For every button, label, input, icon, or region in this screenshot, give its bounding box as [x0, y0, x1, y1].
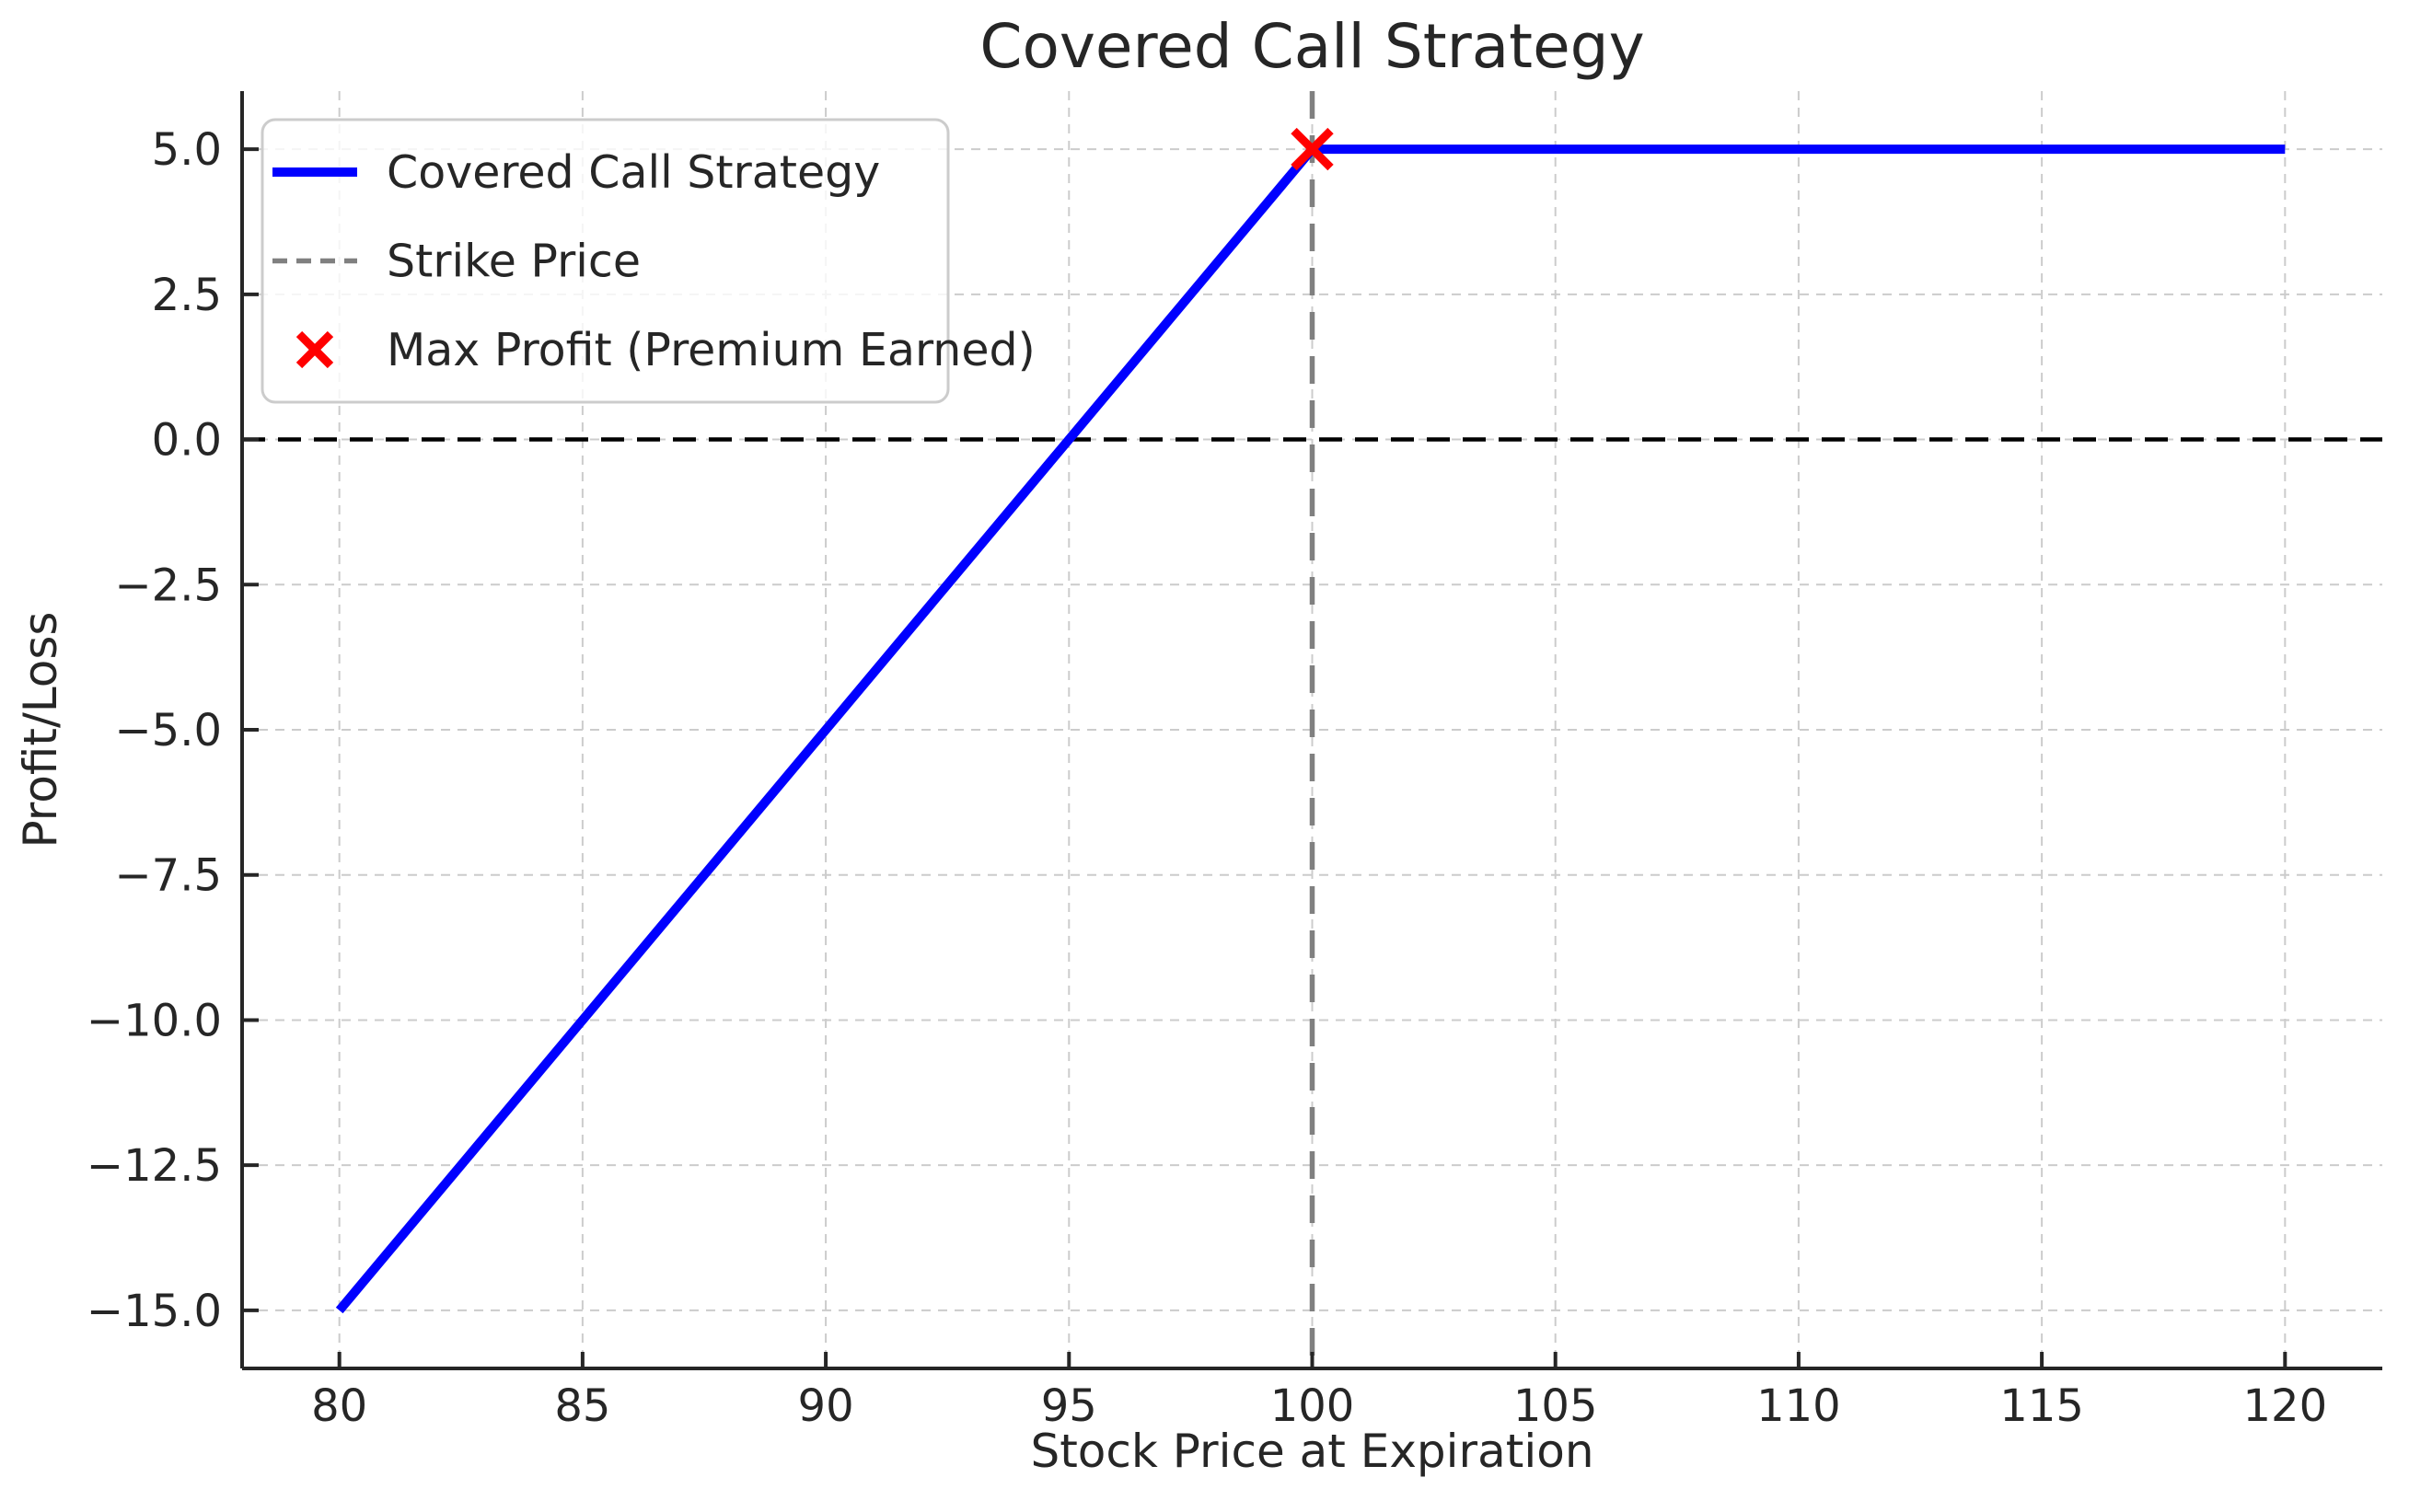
payoff-line: [335, 144, 2286, 1314]
y-tick-label: −15.0: [87, 1286, 222, 1337]
y-tick-label: 2.5: [152, 270, 222, 321]
y-tick-label: 0.0: [152, 415, 222, 467]
legend-box: [261, 118, 950, 404]
x-axis-label: Stock Price at Expiration: [1030, 1425, 1594, 1478]
reference-lines: [242, 91, 2382, 1368]
legend-label: Covered Call Strategy: [387, 146, 880, 199]
x-tick-label: 105: [1513, 1380, 1598, 1432]
chart-title: Covered Call Strategy: [979, 11, 1645, 82]
series-lines: [335, 144, 2286, 1314]
axis-ticks: [242, 147, 2287, 1368]
x-tick-label: 100: [1270, 1380, 1355, 1432]
x-tick-label: 80: [311, 1380, 367, 1432]
y-tick-label: −2.5: [114, 560, 222, 611]
tick-labels: 80 85 90 95 100 105 110 115 120 5.0 2.5 0.0 −2.5 −5.0…: [87, 124, 2327, 1432]
x-tick-label: 90: [798, 1380, 854, 1432]
x-tick-label: 120: [2243, 1380, 2328, 1432]
y-axis-label: Profit/Loss: [14, 611, 67, 848]
y-tick-label: −10.0: [87, 995, 222, 1046]
y-tick-label: −5.0: [114, 705, 222, 756]
point-markers: [1291, 127, 1334, 171]
legend: Covered Call Strategy Strike Price Max Pro…: [261, 118, 1036, 404]
x-tick-label: 110: [1756, 1380, 1841, 1432]
y-tick-label: −7.5: [114, 850, 222, 902]
x-tick-label: 115: [1999, 1380, 2084, 1432]
y-tick-label: 5.0: [152, 124, 222, 176]
y-tick-label: −12.5: [87, 1140, 222, 1192]
max-profit-marker: [1291, 127, 1334, 171]
legend-label: Strike Price: [387, 236, 641, 288]
x-tick-label: 85: [554, 1380, 610, 1432]
legend-label: Max Profit (Premium Earned): [387, 324, 1036, 376]
legend-swatch-x-marker: [295, 330, 334, 369]
x-tick-label: 95: [1041, 1380, 1097, 1432]
axes-spines: [240, 91, 2382, 1370]
